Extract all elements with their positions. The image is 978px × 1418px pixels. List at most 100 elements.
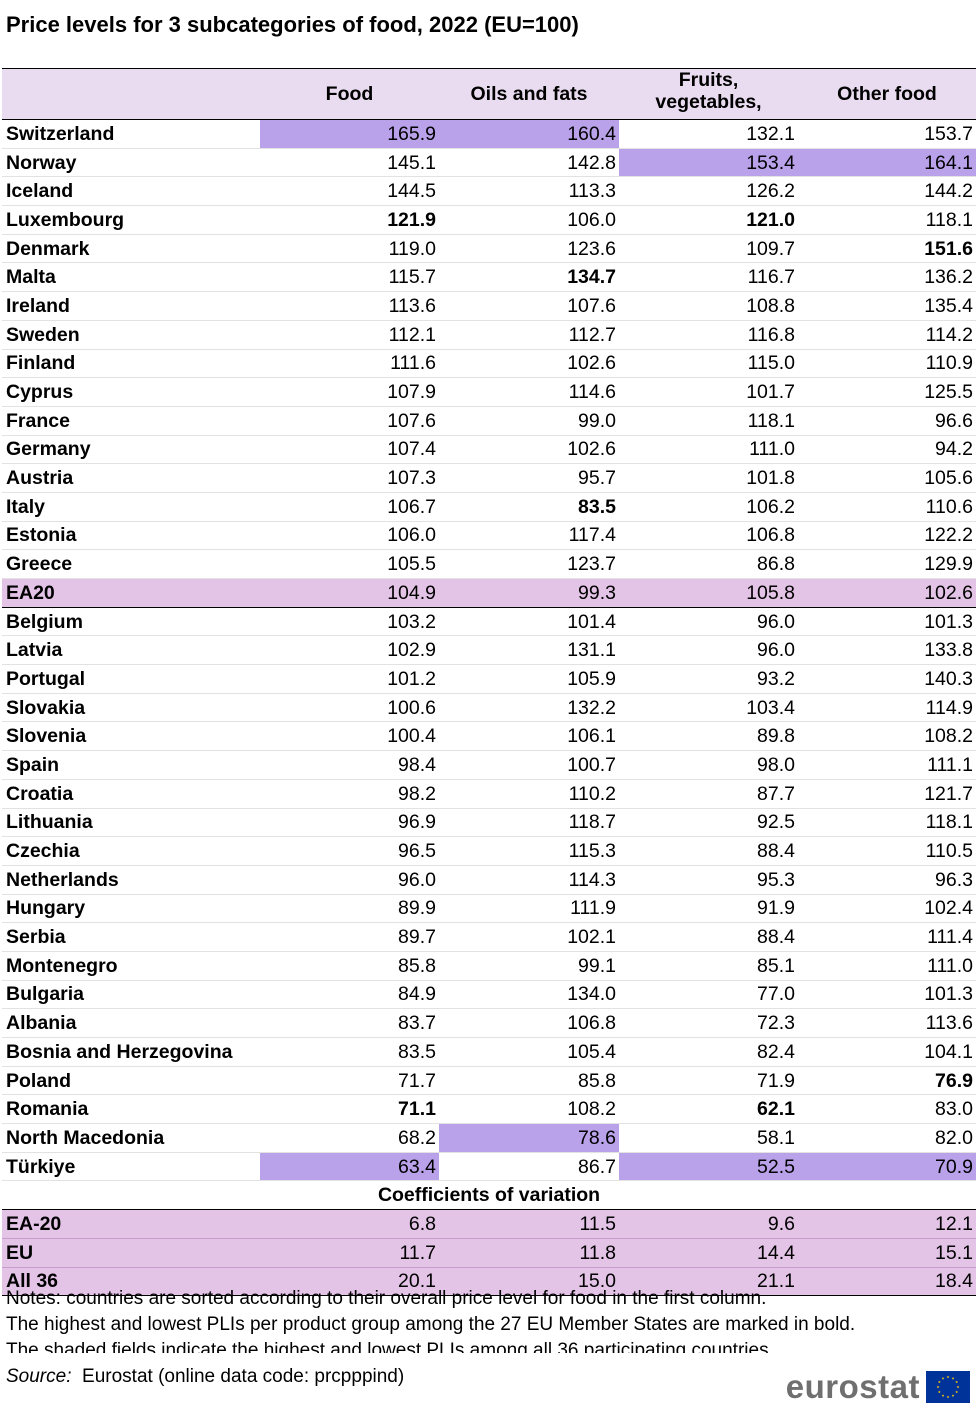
value-oils-and-fats-bosnia-and-herzegovina: 105.4 — [439, 1037, 619, 1067]
note-line-shaded-text: The shaded fields indicate the highest a… — [6, 1340, 774, 1353]
table-row: EA20 104.9 99.3 105.8 102.6 — [2, 578, 976, 608]
table-row: Sweden 112.1 112.7 116.8 114.2 — [2, 320, 976, 350]
value-oils-and-fats-germany: 102.6 — [439, 435, 619, 465]
cv-label-eu: EU — [2, 1238, 260, 1268]
country-name-ea20: EA20 — [2, 578, 260, 608]
table-row: Czechia 96.5 115.3 88.4 110.5 — [2, 836, 976, 866]
value-other-food-estonia: 122.2 — [798, 521, 976, 551]
value-food-montenegro: 85.8 — [260, 951, 439, 981]
value-food-bosnia-and-herzegovina: 83.5 — [260, 1037, 439, 1067]
cv-value-other-food-all-36: 18.4 — [798, 1267, 976, 1297]
value-other-food-switzerland: 153.7 — [798, 119, 976, 149]
table-row: North Macedonia 68.2 78.6 58.1 82.0 — [2, 1123, 976, 1153]
value-oils-and-fats-lithuania: 118.7 — [439, 808, 619, 838]
country-name-luxembourg: Luxembourg — [2, 205, 260, 235]
flag-star — [955, 1390, 958, 1394]
table-row: Iceland 144.5 113.3 126.2 144.2 — [2, 176, 976, 207]
value-food-croatia: 98.2 — [260, 779, 439, 809]
price-level-table: Food Oils and fats Fruits, vegetables, O… — [2, 68, 976, 1297]
value-oils-and-fats-poland: 85.8 — [439, 1066, 619, 1096]
value-fruits-vegetables-netherlands: 95.3 — [619, 865, 798, 895]
value-oils-and-fats-t-rkiye: 86.7 — [439, 1152, 619, 1182]
value-fruits-vegetables-bulgaria: 77.0 — [619, 980, 798, 1010]
value-food-ireland: 113.6 — [260, 291, 439, 321]
value-food-belgium: 103.2 — [260, 607, 439, 637]
value-fruits-vegetables-north-macedonia: 58.1 — [619, 1123, 798, 1153]
value-oils-and-fats-ireland: 107.6 — [439, 291, 619, 321]
value-other-food-croatia: 121.7 — [798, 779, 976, 809]
value-other-food-czechia: 110.5 — [798, 836, 976, 866]
table-row: Finland 111.6 102.6 115.0 110.9 — [2, 349, 976, 379]
value-other-food-serbia: 111.4 — [798, 922, 976, 952]
column-header-food: Food — [260, 68, 439, 120]
column-header-other-food: Other food — [798, 68, 976, 120]
value-food-t-rkiye: 63.4 — [260, 1152, 439, 1182]
cv-label-ea-20: EA-20 — [2, 1209, 260, 1239]
table-row: Spain 98.4 100.7 98.0 111.1 — [2, 750, 976, 780]
country-name-slovenia: Slovenia — [2, 721, 260, 752]
value-fruits-vegetables-estonia: 106.8 — [619, 521, 798, 551]
country-name-belgium: Belgium — [2, 607, 260, 637]
flag-star — [955, 1380, 958, 1384]
value-oils-and-fats-spain: 100.7 — [439, 750, 619, 780]
note-line-sorting: Notes: countries are sorted according to… — [6, 1288, 767, 1309]
note-line-shaded: The shaded fields indicate the highest a… — [6, 1338, 855, 1364]
value-fruits-vegetables-ea20: 105.8 — [619, 578, 798, 608]
table-row: Türkiye 63.4 86.7 52.5 70.9 — [2, 1152, 976, 1182]
table-row: Lithuania 96.9 118.7 92.5 118.1 — [2, 808, 976, 838]
column-header-country — [2, 68, 260, 120]
country-name-finland: Finland — [2, 349, 260, 379]
flag-star — [951, 1376, 955, 1380]
notes-block: Notes: countries are sorted according to… — [6, 1286, 855, 1390]
cv-value-food-eu: 11.7 — [260, 1238, 439, 1268]
eu-flag-icon — [926, 1371, 970, 1403]
table-row: Bosnia and Herzegovina 83.5 105.4 82.4 104.1 — [2, 1037, 976, 1067]
country-name-norway: Norway — [2, 148, 260, 178]
value-oils-and-fats-malta: 134.7 — [439, 262, 619, 293]
value-other-food-greece: 129.9 — [798, 549, 976, 579]
value-fruits-vegetables-finland: 115.0 — [619, 349, 798, 379]
country-name-latvia: Latvia — [2, 635, 260, 666]
value-fruits-vegetables-czechia: 88.4 — [619, 836, 798, 866]
table-row: Estonia 106.0 117.4 106.8 122.2 — [2, 521, 976, 551]
value-oils-and-fats-serbia: 102.1 — [439, 922, 619, 952]
column-header-oils-and-fats: Oils and fats — [439, 68, 619, 120]
value-other-food-ireland: 135.4 — [798, 291, 976, 321]
value-oils-and-fats-hungary: 111.9 — [439, 894, 619, 924]
flag-star — [941, 1376, 945, 1380]
value-oils-and-fats-france: 99.0 — [439, 406, 619, 436]
value-oils-and-fats-netherlands: 114.3 — [439, 865, 619, 895]
value-oils-and-fats-estonia: 117.4 — [439, 521, 619, 551]
table-row: Latvia 102.9 131.1 96.0 133.8 — [2, 635, 976, 666]
value-oils-and-fats-finland: 102.6 — [439, 349, 619, 379]
flag-star — [946, 1375, 950, 1379]
value-fruits-vegetables-serbia: 88.4 — [619, 922, 798, 952]
value-other-food-cyprus: 125.5 — [798, 377, 976, 407]
value-fruits-vegetables-norway: 153.4 — [619, 148, 798, 178]
country-name-hungary: Hungary — [2, 894, 260, 924]
table-row: Norway 145.1 142.8 153.4 164.1 — [2, 148, 976, 178]
note-line-bold: The highest and lowest PLIs per product … — [6, 1314, 856, 1335]
cv-value-oils-and-fats-all-36: 15.0 — [439, 1267, 619, 1297]
value-food-slovenia: 100.4 — [260, 721, 439, 752]
value-fruits-vegetables-latvia: 96.0 — [619, 635, 798, 666]
source-label: Source: — [6, 1366, 72, 1387]
value-oils-and-fats-portugal: 105.9 — [439, 664, 619, 694]
country-name-serbia: Serbia — [2, 922, 260, 952]
value-fruits-vegetables-iceland: 126.2 — [619, 176, 798, 207]
value-other-food-montenegro: 111.0 — [798, 951, 976, 981]
value-other-food-spain: 111.1 — [798, 750, 976, 780]
cv-value-oils-and-fats-ea-20: 11.5 — [439, 1209, 619, 1239]
cv-value-oils-and-fats-eu: 11.8 — [439, 1238, 619, 1268]
country-name-north-macedonia: North Macedonia — [2, 1123, 260, 1153]
value-food-denmark: 119.0 — [260, 234, 439, 264]
country-name-lithuania: Lithuania — [2, 808, 260, 838]
value-other-food-north-macedonia: 82.0 — [798, 1123, 976, 1153]
value-other-food-netherlands: 96.3 — [798, 865, 976, 895]
value-food-hungary: 89.9 — [260, 894, 439, 924]
fruits-vegetables-header-text: Fruits, vegetables, — [655, 69, 762, 114]
value-fruits-vegetables-malta: 116.7 — [619, 262, 798, 293]
table-row: Italy 106.7 83.5 106.2 110.6 — [2, 492, 976, 522]
country-name-sweden: Sweden — [2, 320, 260, 350]
value-other-food-malta: 136.2 — [798, 262, 976, 293]
